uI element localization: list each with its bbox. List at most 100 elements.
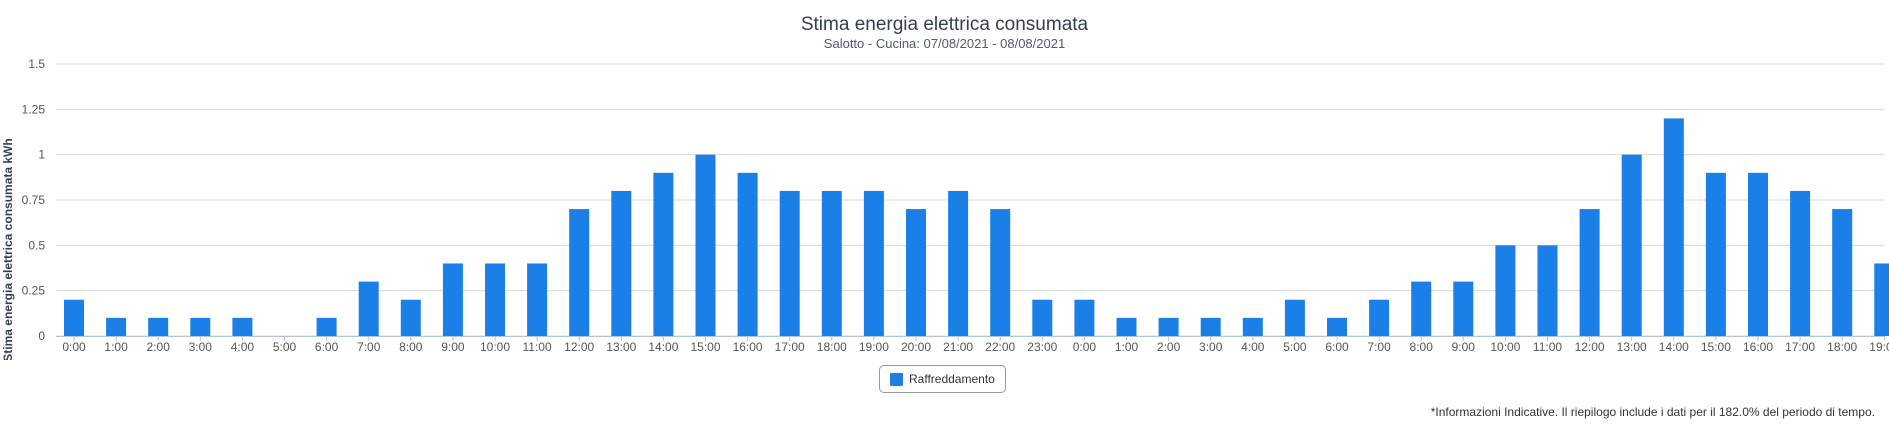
legend-label: Raffreddamento xyxy=(909,372,995,386)
bar[interactable] xyxy=(527,263,548,336)
x-tick-label: 4:00 xyxy=(1241,340,1265,354)
legend-item-raffreddamento[interactable]: Raffreddamento xyxy=(879,365,1006,393)
legend-swatch xyxy=(890,372,903,386)
bar[interactable] xyxy=(737,172,758,336)
x-tick-label: 5:00 xyxy=(273,340,297,354)
bar-chart: 0 0.25 0.5 0.75 1 1.25 1.5 0:00 1:00 2:00 3:00 4:0… xyxy=(1,57,1889,360)
x-tick-label: 6:00 xyxy=(1325,340,1349,354)
bar[interactable] xyxy=(653,172,674,336)
bar[interactable] xyxy=(1284,299,1305,336)
x-tick-label: 18:00 xyxy=(817,340,847,354)
bar[interactable] xyxy=(906,209,926,336)
bar[interactable] xyxy=(1158,317,1179,336)
bar[interactable] xyxy=(106,317,127,336)
bar[interactable] xyxy=(1411,281,1432,336)
y-axis-label: Stima energia elettrica consumata kWh xyxy=(1,138,15,360)
y-tick-label: 0 xyxy=(38,329,45,343)
x-tick-label: 2:00 xyxy=(147,340,171,354)
y-tick-label: 1.25 xyxy=(22,102,46,116)
x-tick-label: 17:00 xyxy=(1785,340,1815,354)
bar[interactable] xyxy=(1116,317,1137,336)
x-tick-label: 19:00 xyxy=(1869,340,1889,354)
y-tick-label: 0.75 xyxy=(22,193,46,207)
bar[interactable] xyxy=(232,317,253,336)
y-tick-label: 0.25 xyxy=(22,284,46,298)
x-tick-label: 23:00 xyxy=(1027,340,1057,354)
x-tick-label: 7:00 xyxy=(357,340,381,354)
bar[interactable] xyxy=(1874,263,1889,336)
bar[interactable] xyxy=(1832,209,1853,336)
x-tick-label: 0:00 xyxy=(1073,340,1097,354)
bar[interactable] xyxy=(358,281,379,336)
x-tick-label: 10:00 xyxy=(480,340,510,354)
y-axis-ticks: 0 0.25 0.5 0.75 1 1.25 1.5 xyxy=(22,57,46,343)
bar[interactable] xyxy=(1200,317,1221,336)
x-tick-label: 15:00 xyxy=(690,340,720,354)
bar[interactable] xyxy=(1453,281,1474,336)
x-tick-label: 21:00 xyxy=(943,340,973,354)
bar[interactable] xyxy=(1074,299,1095,336)
x-tick-label: 11:00 xyxy=(523,340,552,354)
bar[interactable] xyxy=(1032,299,1053,336)
bar[interactable] xyxy=(316,317,337,336)
bar[interactable] xyxy=(1663,118,1684,337)
y-tick-label: 1 xyxy=(38,148,45,162)
bar[interactable] xyxy=(779,190,800,336)
grid-lines xyxy=(56,63,1884,337)
bar[interactable] xyxy=(190,317,211,336)
bar[interactable] xyxy=(948,190,969,336)
x-tick-label: 19:00 xyxy=(859,340,889,354)
x-tick-label: 10:00 xyxy=(1490,340,1520,354)
bar[interactable] xyxy=(1537,245,1558,336)
x-tick-label: 9:00 xyxy=(1452,340,1476,354)
bar[interactable] xyxy=(821,190,842,336)
x-tick-label: 12:00 xyxy=(564,340,594,354)
x-tick-label: 16:00 xyxy=(733,340,763,354)
x-tick-label: 15:00 xyxy=(1701,340,1731,354)
y-tick-label: 0.5 xyxy=(28,238,45,252)
chart-subtitle: Salotto - Cucina: 07/08/2021 - 08/08/202… xyxy=(823,36,1066,51)
x-tick-label: 22:00 xyxy=(985,340,1015,354)
x-tick-label: 20:00 xyxy=(901,340,931,354)
y-tick-label: 1.5 xyxy=(28,57,45,71)
x-tick-label: 18:00 xyxy=(1827,340,1857,354)
bar[interactable] xyxy=(1579,209,1600,336)
x-tick-label: 8:00 xyxy=(399,340,423,354)
bar[interactable] xyxy=(1790,190,1811,336)
x-tick-label: 1:00 xyxy=(1115,340,1139,354)
x-tick-label: 8:00 xyxy=(1410,340,1434,354)
bar[interactable] xyxy=(64,299,84,336)
x-tick-label: 7:00 xyxy=(1367,340,1391,354)
bar[interactable] xyxy=(1621,154,1642,336)
bar[interactable] xyxy=(990,209,1011,336)
x-tick-label: 0:00 xyxy=(62,340,86,354)
x-tick-label: 6:00 xyxy=(315,340,339,354)
x-tick-label: 13:00 xyxy=(1617,340,1647,354)
bar[interactable] xyxy=(1327,317,1347,336)
bar[interactable] xyxy=(442,263,463,336)
bar[interactable] xyxy=(569,209,590,336)
bar[interactable] xyxy=(1242,317,1263,336)
bars xyxy=(64,118,1889,337)
x-axis-ticks: 0:00 1:00 2:00 3:00 4:00 5:00 6:00 7:00 8:00 9:00… xyxy=(56,336,1889,354)
x-tick-label: 3:00 xyxy=(1199,340,1223,354)
bar[interactable] xyxy=(1705,172,1726,336)
bar[interactable] xyxy=(400,299,421,336)
bar[interactable] xyxy=(611,190,632,336)
x-tick-label: 4:00 xyxy=(231,340,255,354)
x-tick-label: 13:00 xyxy=(606,340,636,354)
x-tick-label: 12:00 xyxy=(1575,340,1605,354)
footnote: *Informazioni Indicative. Il riepilogo i… xyxy=(1430,405,1875,419)
bar[interactable] xyxy=(1495,245,1516,336)
bar[interactable] xyxy=(1748,172,1768,336)
bar[interactable] xyxy=(1369,299,1390,336)
bar[interactable] xyxy=(148,317,169,336)
x-tick-label: 16:00 xyxy=(1743,340,1773,354)
x-tick-label: 1:00 xyxy=(104,340,128,354)
x-tick-label: 11:00 xyxy=(1533,340,1562,354)
bar[interactable] xyxy=(695,154,716,336)
x-tick-label: 3:00 xyxy=(189,340,213,354)
bar[interactable] xyxy=(485,263,505,336)
x-tick-label: 5:00 xyxy=(1283,340,1307,354)
bar[interactable] xyxy=(863,190,884,336)
